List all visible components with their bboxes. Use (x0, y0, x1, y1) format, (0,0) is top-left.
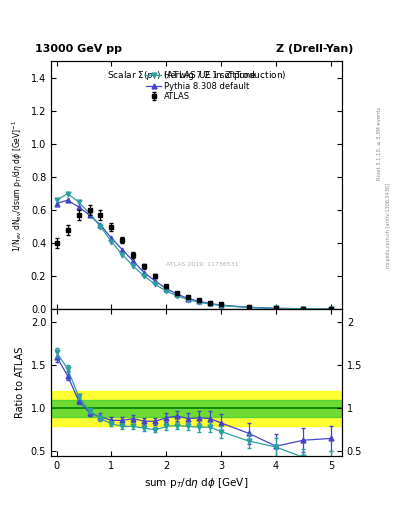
Y-axis label: Ratio to ATLAS: Ratio to ATLAS (15, 347, 25, 418)
Herwig 7.2.1 softTune (153, 282, 158, 288)
Pythia 8.308 default (76, 204, 81, 210)
Pythia 8.308 default (301, 306, 306, 312)
Pythia 8.308 default (142, 270, 147, 276)
Line: Pythia 8.308 default: Pythia 8.308 default (54, 198, 333, 311)
Pythia 8.308 default (65, 197, 70, 203)
Bar (51, 400, 342, 417)
X-axis label: sum p$_T$/d$\eta$ d$\phi$ [GeV]: sum p$_T$/d$\eta$ d$\phi$ [GeV] (144, 476, 249, 490)
Text: mcplots.cern.ch [arXiv:1306.3436]: mcplots.cern.ch [arXiv:1306.3436] (386, 183, 391, 268)
Herwig 7.2.1 softTune (142, 273, 147, 279)
Pythia 8.308 default (186, 295, 191, 302)
Herwig 7.2.1 softTune (329, 306, 333, 312)
Text: 13000 GeV pp: 13000 GeV pp (35, 44, 122, 54)
Herwig 7.2.1 softTune (54, 197, 59, 203)
Pythia 8.308 default (329, 306, 333, 312)
Bar (51, 391, 342, 425)
Pythia 8.308 default (219, 302, 224, 308)
Pythia 8.308 default (87, 212, 92, 218)
Y-axis label: 1/N$_{ev}$ dN$_{ev}$/dsum p$_T$/d$\eta$ d$\phi$ [GeV]$^{-1}$: 1/N$_{ev}$ dN$_{ev}$/dsum p$_T$/d$\eta$ … (11, 119, 25, 251)
Pythia 8.308 default (164, 286, 169, 292)
Herwig 7.2.1 softTune (120, 252, 125, 258)
Text: Z (Drell-Yan): Z (Drell-Yan) (276, 44, 353, 54)
Pythia 8.308 default (197, 298, 202, 305)
Pythia 8.308 default (153, 278, 158, 284)
Herwig 7.2.1 softTune (109, 239, 114, 245)
Herwig 7.2.1 softTune (274, 305, 278, 311)
Herwig 7.2.1 softTune (65, 190, 70, 197)
Herwig 7.2.1 softTune (131, 263, 136, 269)
Pythia 8.308 default (246, 304, 251, 310)
Pythia 8.308 default (109, 235, 114, 241)
Herwig 7.2.1 softTune (87, 210, 92, 217)
Text: ATLAS 2019, 11736531: ATLAS 2019, 11736531 (166, 262, 239, 267)
Herwig 7.2.1 softTune (301, 306, 306, 312)
Pythia 8.308 default (208, 301, 213, 307)
Text: Scalar $\Sigma(p_T)$ (ATLAS UE in Z production): Scalar $\Sigma(p_T)$ (ATLAS UE in Z prod… (107, 69, 286, 82)
Herwig 7.2.1 softTune (164, 288, 169, 294)
Text: Rivet 3.1.10, ≥ 3.3M events: Rivet 3.1.10, ≥ 3.3M events (377, 106, 382, 180)
Legend: Herwig 7.2.1 softTune, Pythia 8.308 default, ATLAS: Herwig 7.2.1 softTune, Pythia 8.308 defa… (143, 68, 259, 104)
Pythia 8.308 default (274, 305, 278, 311)
Herwig 7.2.1 softTune (208, 301, 213, 307)
Herwig 7.2.1 softTune (175, 293, 180, 299)
Herwig 7.2.1 softTune (197, 299, 202, 305)
Herwig 7.2.1 softTune (98, 224, 103, 230)
Pythia 8.308 default (54, 200, 59, 206)
Line: Herwig 7.2.1 softTune: Herwig 7.2.1 softTune (54, 191, 333, 311)
Herwig 7.2.1 softTune (219, 303, 224, 309)
Pythia 8.308 default (98, 222, 103, 228)
Pythia 8.308 default (120, 247, 125, 253)
Herwig 7.2.1 softTune (186, 296, 191, 303)
Pythia 8.308 default (175, 291, 180, 297)
Herwig 7.2.1 softTune (76, 199, 81, 205)
Pythia 8.308 default (131, 258, 136, 264)
Herwig 7.2.1 softTune (246, 305, 251, 311)
